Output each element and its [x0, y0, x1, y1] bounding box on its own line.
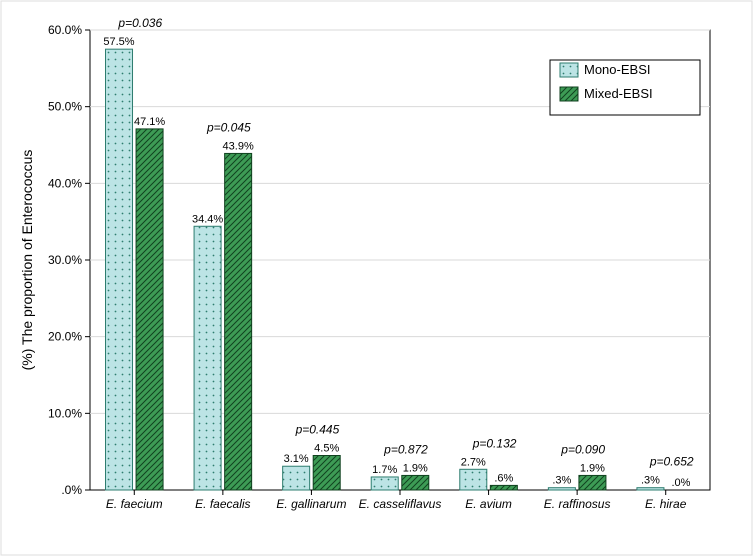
p-value-label: p=0.090 [560, 442, 605, 456]
y-tick-label: 60.0% [48, 23, 82, 37]
category-label: E. faecium [106, 497, 163, 511]
category-label: E. raffinosus [544, 497, 611, 511]
bar-mono [194, 226, 221, 490]
p-value-label: p=0.132 [472, 436, 517, 450]
bar-mixed [313, 456, 340, 491]
y-tick-label: 50.0% [48, 100, 82, 114]
bar-value-label: 1.7% [372, 464, 397, 476]
category-label: E. hirae [645, 497, 687, 511]
bar-mono [460, 469, 487, 490]
y-axis-label: (%) The proportion of Enterococcus [19, 150, 35, 371]
p-value-label: p=0.872 [383, 442, 428, 456]
p-value-label: p=0.652 [649, 455, 694, 469]
bar-mono [371, 477, 398, 490]
legend-label: Mono-EBSI [584, 62, 650, 77]
y-tick-label: 40.0% [48, 176, 82, 190]
bar-value-label: 57.5% [103, 36, 134, 48]
y-tick-label: 20.0% [48, 330, 82, 344]
bar-value-label: .3% [552, 475, 571, 487]
legend-label: Mixed-EBSI [584, 86, 653, 101]
legend-swatch [560, 87, 578, 101]
bar-value-label: 1.9% [580, 462, 605, 474]
bar-mixed [225, 153, 252, 490]
bar-mixed [490, 485, 517, 490]
bar-mono [637, 488, 664, 490]
bar-value-label: 2.7% [461, 456, 486, 468]
p-value-label: p=0.045 [206, 120, 251, 134]
p-value-label: p=0.036 [117, 16, 162, 30]
bar-mono [106, 49, 133, 490]
category-label: E. gallinarum [276, 497, 346, 511]
bar-mixed [402, 475, 429, 490]
bar-mixed [579, 475, 606, 490]
bar-value-label: .6% [494, 472, 513, 484]
bar-mono [283, 466, 310, 490]
bar-value-label: 34.4% [192, 213, 223, 225]
legend-swatch [560, 63, 578, 77]
bar-value-label: 1.9% [403, 462, 428, 474]
y-tick-label: 10.0% [48, 406, 82, 420]
category-label: E. faecalis [195, 497, 250, 511]
bar-value-label: 3.1% [284, 453, 309, 465]
category-label: E. avium [465, 497, 512, 511]
bar-value-label: .0% [672, 477, 691, 489]
bar-value-label: 47.1% [134, 116, 165, 128]
bar-mono [548, 488, 575, 490]
chart-svg: .0% 10.0% 20.0% 30.0% 40.0% 50.0% 60.0% (%) The… [0, 0, 753, 556]
bar-value-label: 4.5% [314, 443, 339, 455]
bar-mixed [136, 129, 163, 490]
category-label: E. casseliflavus [359, 497, 442, 511]
bar-value-label: .3% [641, 475, 660, 487]
y-tick-label: 30.0% [48, 253, 82, 267]
y-tick-label: .0% [61, 483, 82, 497]
p-value-label: p=0.445 [295, 423, 340, 437]
bar-value-label: 43.9% [223, 140, 254, 152]
